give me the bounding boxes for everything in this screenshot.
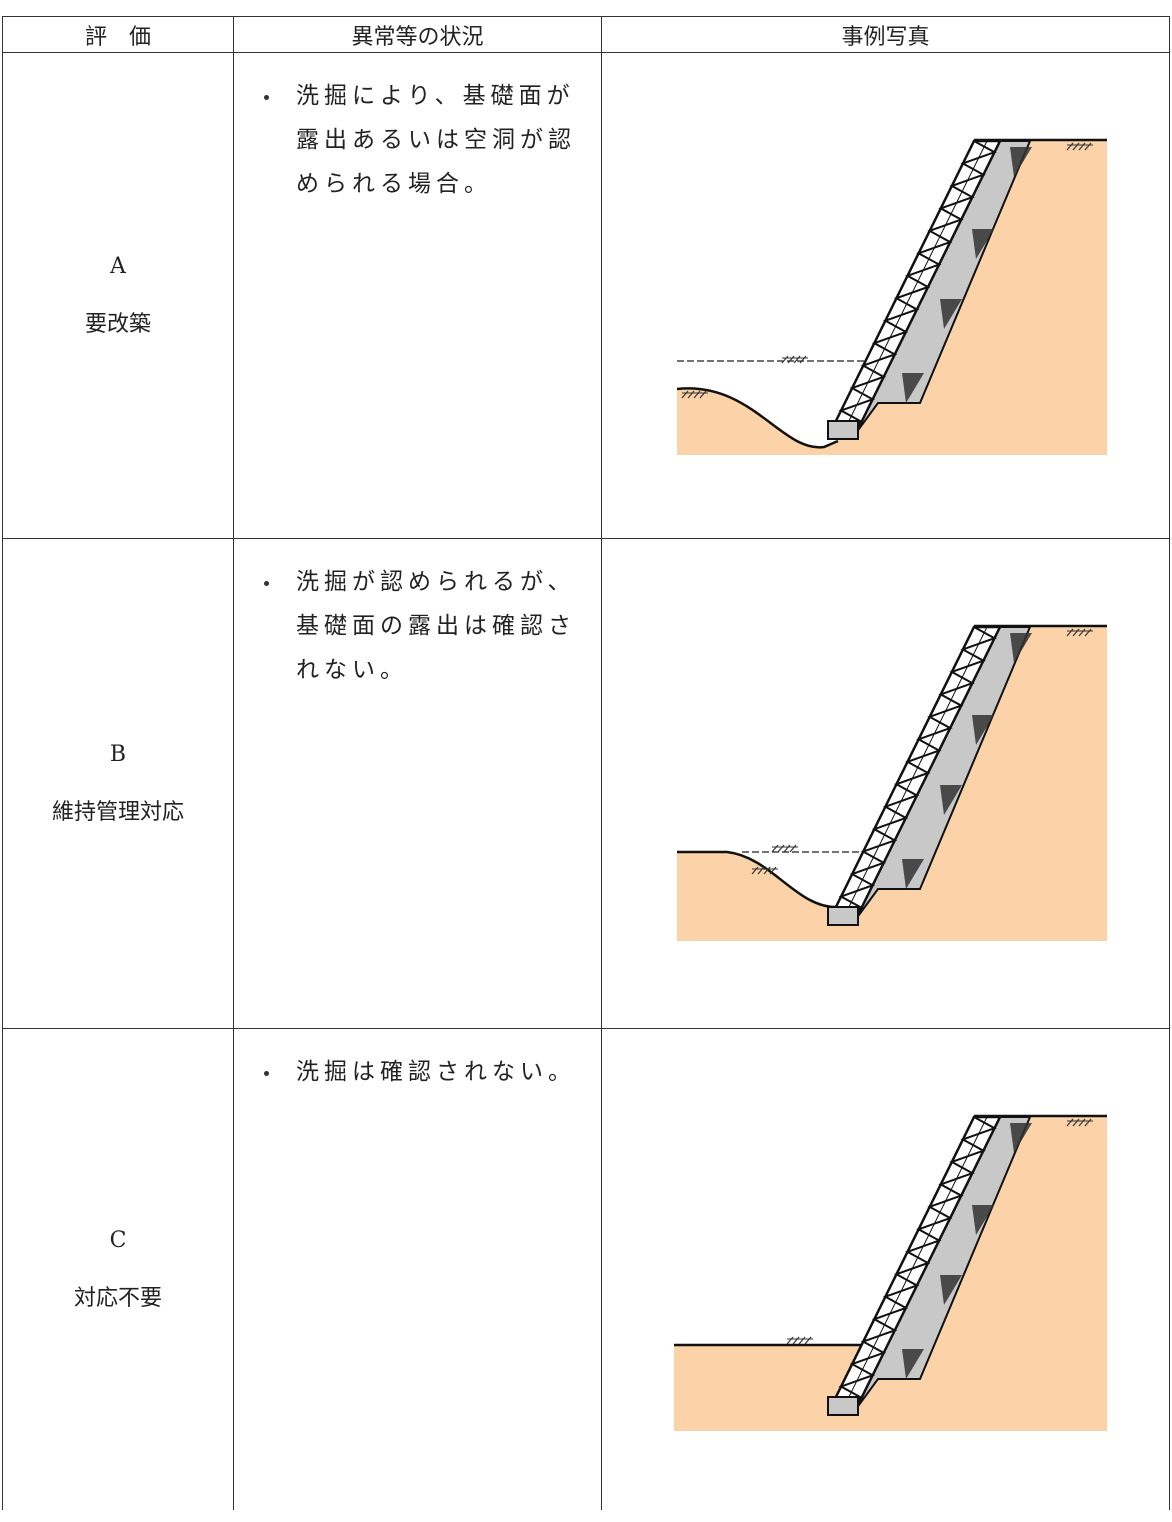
hatch — [1084, 628, 1092, 637]
condition: 洗掘により、基礎面が露出あるいは空洞が認められる場合。 — [296, 83, 576, 197]
bullet — [264, 95, 269, 100]
grade-label: 要改築 — [84, 311, 151, 337]
block-zigzag — [829, 626, 997, 920]
hatch — [799, 355, 807, 364]
block-zigzag — [829, 1116, 997, 1410]
rubble — [972, 1205, 994, 1235]
hatch — [757, 866, 765, 875]
hatch — [1078, 142, 1086, 151]
photo-cell — [601, 1028, 1170, 1510]
rubble — [940, 1275, 962, 1305]
hatch — [777, 844, 785, 853]
header-cell: 異常等の状況 — [233, 16, 601, 52]
header-cell: 評 価 — [2, 16, 233, 52]
hatch — [1078, 628, 1086, 637]
photo-cell — [601, 538, 1170, 1028]
hatch — [781, 355, 789, 364]
grade: C — [109, 1227, 127, 1253]
rubble — [1010, 1123, 1032, 1153]
ground — [674, 1117, 1107, 1431]
photo-cell — [601, 52, 1170, 538]
diagram — [676, 138, 1107, 455]
rubble — [1010, 147, 1032, 177]
hatch — [699, 390, 707, 399]
hatch — [786, 1336, 794, 1345]
rubble — [972, 715, 994, 745]
block-line — [842, 140, 988, 434]
hatch — [1066, 142, 1074, 151]
grade-cell: C 対応不要 — [2, 1028, 233, 1510]
condition-cell: 洗掘は確認されない。 — [233, 1028, 601, 1510]
grade-label: 維持管理対応 — [51, 799, 184, 825]
diagram — [674, 1114, 1107, 1431]
block-zigzag — [829, 140, 997, 434]
footing — [827, 420, 859, 440]
hatch — [789, 844, 797, 853]
hatch — [681, 390, 689, 399]
ground — [677, 627, 1107, 941]
grade-cell: A 要改築 — [2, 52, 233, 538]
condition-cell: 洗掘が認められるが、基礎面の露出は確認されない。 — [233, 538, 601, 1028]
hatch — [793, 355, 801, 364]
hatch — [687, 390, 695, 399]
hatch — [1072, 142, 1080, 151]
hatch — [1066, 628, 1074, 637]
block-line — [842, 1116, 988, 1410]
hatch — [771, 844, 779, 853]
hatch — [1066, 1118, 1074, 1127]
hatch — [751, 866, 759, 875]
diagram — [677, 624, 1107, 941]
hatch — [1072, 1118, 1080, 1127]
block-line — [842, 626, 988, 920]
hatch — [1078, 1118, 1086, 1127]
hatch — [1084, 142, 1092, 151]
hatch — [693, 390, 701, 399]
rubble — [902, 859, 924, 889]
hatch — [783, 844, 791, 853]
hatch — [1084, 1118, 1092, 1127]
header-cell: 事例写真 — [601, 16, 1170, 52]
grade-label: 対応不要 — [73, 1285, 162, 1311]
rubble — [972, 229, 994, 259]
hatch — [769, 866, 777, 875]
hatch — [798, 1336, 806, 1345]
grade: B — [109, 741, 127, 767]
grade-cell: B 維持管理対応 — [2, 538, 233, 1028]
ground-surface — [677, 850, 839, 909]
hatch — [792, 1336, 800, 1345]
hatch — [787, 355, 795, 364]
bullet — [264, 581, 269, 586]
rubble — [902, 1349, 924, 1379]
condition: 洗掘が認められるが、基礎面の露出は確認されない。 — [296, 569, 576, 683]
footing — [827, 906, 859, 926]
ground — [677, 141, 1107, 455]
ground-surface — [676, 387, 839, 449]
hatch — [763, 866, 771, 875]
hatch — [1072, 628, 1080, 637]
bullet — [264, 1071, 269, 1076]
condition-cell: 洗掘により、基礎面が露出あるいは空洞が認められる場合。 — [233, 52, 601, 538]
hatch — [804, 1336, 812, 1345]
rubble — [940, 785, 962, 815]
footing — [827, 1396, 859, 1416]
condition: 洗掘は確認されない。 — [296, 1059, 576, 1085]
rubble — [902, 373, 924, 403]
rubble — [1010, 633, 1032, 663]
grade: A — [110, 253, 126, 279]
rubble — [940, 299, 962, 329]
